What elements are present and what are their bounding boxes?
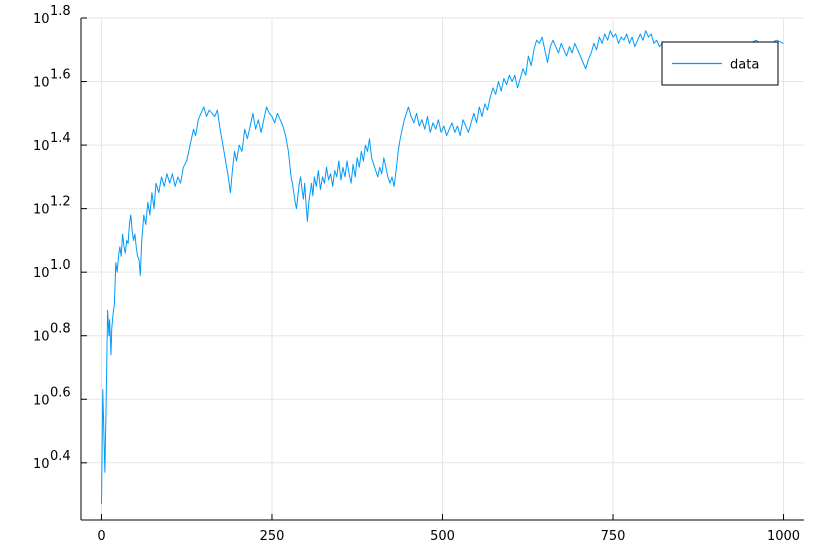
y-tick-label: 101.4 xyxy=(33,131,71,154)
y-tick-label: 101.6 xyxy=(33,68,71,91)
y-tick-label: 100.8 xyxy=(33,322,71,345)
series-line-data xyxy=(101,30,663,505)
y-tick-label-base: 10 xyxy=(33,330,50,345)
y-tick-label-base: 10 xyxy=(33,139,50,154)
y-tick-label-exponent: 1.6 xyxy=(50,68,71,83)
y-tick-label: 101.0 xyxy=(33,258,71,281)
y-tick-label-exponent: 1.2 xyxy=(50,195,71,210)
grid-lines xyxy=(81,17,804,520)
x-tick-label: 0 xyxy=(97,529,105,544)
y-tick-label-exponent: 1.4 xyxy=(50,131,71,146)
y-tick-label-base: 10 xyxy=(33,457,50,472)
y-tick-label-exponent: 1.8 xyxy=(50,4,71,19)
y-tick-label-base: 10 xyxy=(33,266,50,281)
y-tick-label: 101.2 xyxy=(33,195,71,218)
y-tick-label-base: 10 xyxy=(33,393,50,408)
legend: data xyxy=(661,41,779,86)
x-tick-label: 500 xyxy=(430,529,455,544)
y-tick-label-exponent: 0.6 xyxy=(50,385,71,400)
y-tick-label-base: 10 xyxy=(33,12,50,27)
y-tick-label-exponent: 0.8 xyxy=(50,322,71,337)
y-tick-label-exponent: 1.0 xyxy=(50,258,71,273)
y-tick-label-exponent: 0.4 xyxy=(50,449,71,464)
x-tick-label: 1000 xyxy=(767,529,800,544)
x-tick-label: 250 xyxy=(260,529,285,544)
tick-labels: 0 250 500 750 1000100.4100.6100.8101.0101.21… xyxy=(33,4,800,544)
y-tick-label: 100.4 xyxy=(33,449,71,472)
y-tick-label-base: 10 xyxy=(33,203,50,218)
axes xyxy=(80,17,804,521)
y-tick-label: 101.8 xyxy=(33,4,71,27)
y-tick-label: 100.6 xyxy=(33,385,71,408)
x-tick-label: 750 xyxy=(601,529,626,544)
y-tick-label-base: 10 xyxy=(33,76,50,91)
legend-label-data: data xyxy=(730,58,759,73)
